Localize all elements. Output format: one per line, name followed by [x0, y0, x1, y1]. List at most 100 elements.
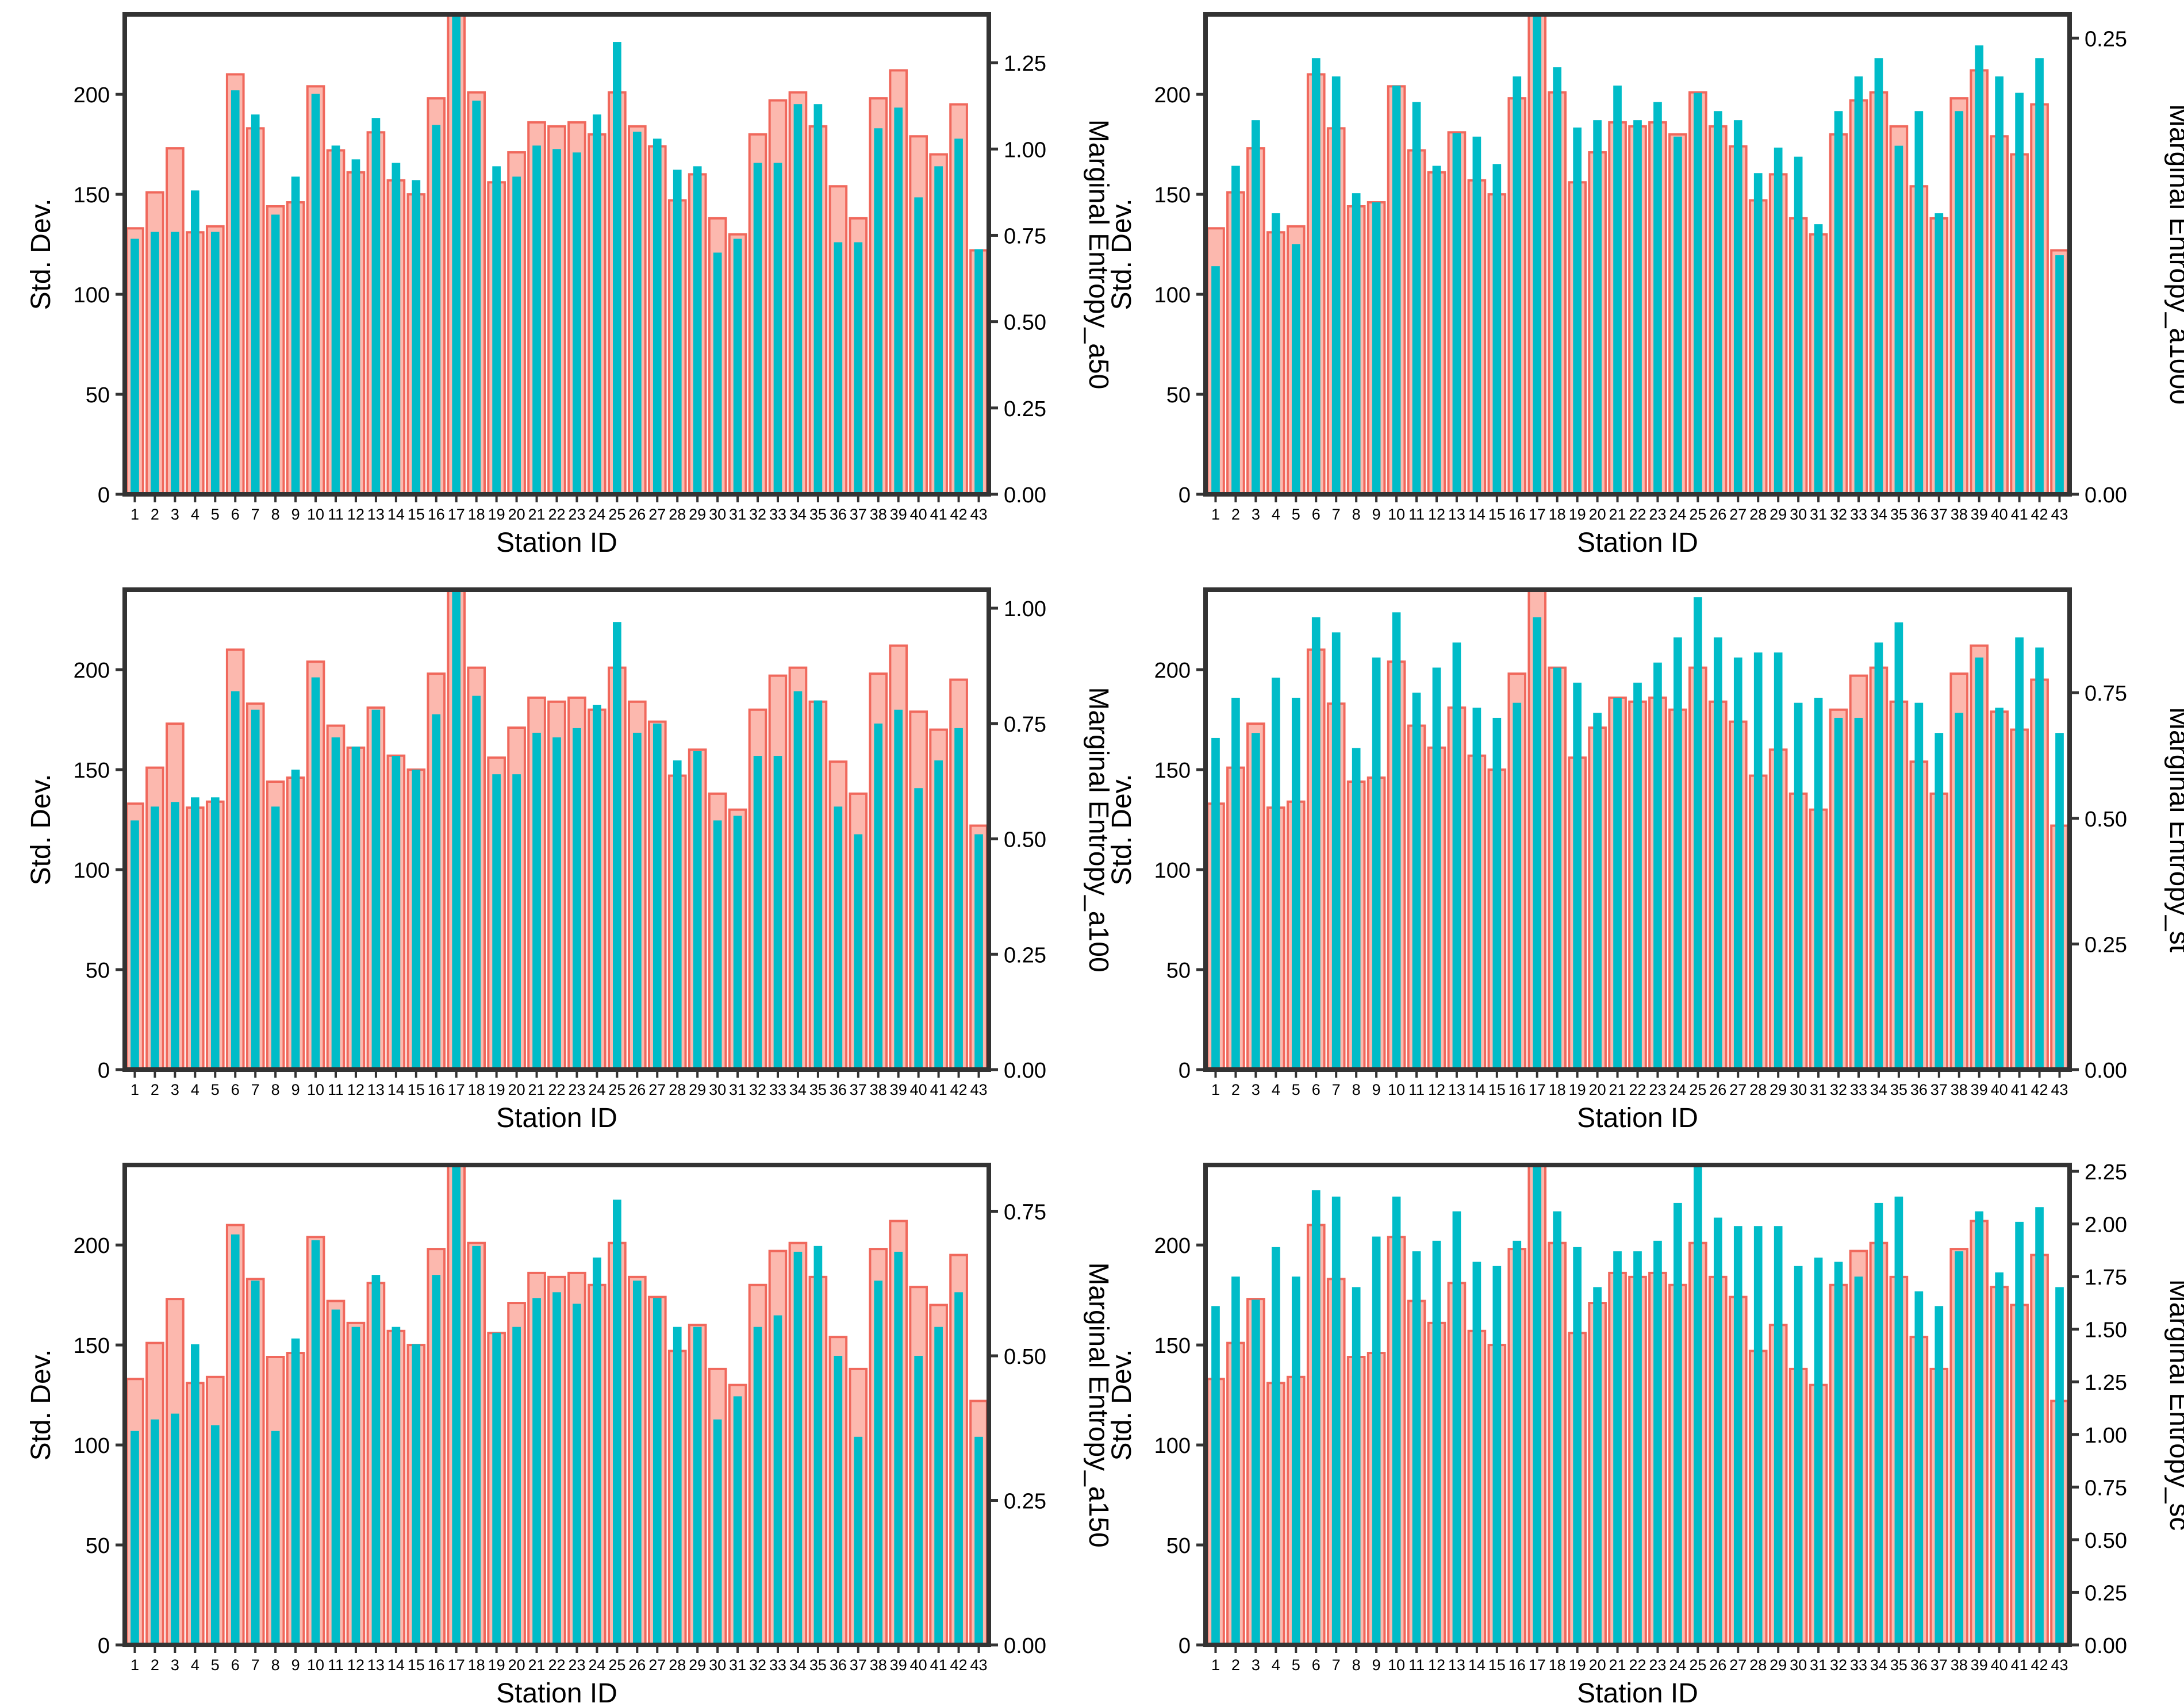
x-tick-label: 28 [1749, 1081, 1767, 1098]
entropy-bar [693, 751, 702, 1070]
x-axis-title: Station ID [1577, 1678, 1698, 1707]
entropy-bar [1995, 76, 2004, 494]
entropy-bar [552, 1292, 561, 1645]
x-tick-label: 13 [1448, 1656, 1465, 1674]
entropy-bar [673, 1327, 682, 1645]
x-tick-label: 16 [428, 1081, 445, 1098]
x-tick-label: 4 [191, 1656, 199, 1674]
entropy-bar [1613, 1251, 1622, 1645]
x-tick-label: 21 [1609, 506, 1626, 523]
entropy-bar [130, 1431, 139, 1645]
x-tick-label: 2 [151, 506, 159, 523]
y-tick-label: 50 [86, 1534, 110, 1558]
x-tick-label: 38 [870, 1656, 887, 1674]
entropy-bar [1352, 1287, 1361, 1645]
chart-panel-6: 0 50 100 150 200 0.00 0.25 0.50 0.75 1.00 1.25 1.50… [1107, 1160, 2184, 1707]
entropy-bar [1854, 76, 1863, 494]
x-tick-label: 19 [1569, 1656, 1586, 1674]
x-tick-label: 32 [1830, 506, 1847, 523]
entropy-bar [1914, 1291, 1924, 1645]
x-tick-label: 12 [347, 1081, 364, 1098]
y-tick-label: 150 [1154, 759, 1191, 783]
entropy-bar [171, 232, 179, 494]
entropy-bar [1874, 58, 1883, 494]
entropy-bar [934, 1327, 943, 1645]
x-tick-label: 6 [231, 1081, 240, 1098]
x-tick-label: 12 [347, 1656, 364, 1674]
x-tick-label: 19 [1569, 1081, 1586, 1098]
y-tick-label: 150 [1154, 183, 1191, 207]
x-tick-label: 11 [1408, 1656, 1425, 1674]
entropy-bar [311, 677, 320, 1070]
x-tick-label: 17 [448, 506, 465, 523]
x-tick-label: 18 [468, 506, 485, 523]
entropy-bar [1633, 120, 1642, 494]
entropy-bar [452, 590, 461, 1070]
y2-tick-label: 0.50 [2085, 808, 2127, 832]
entropy-bar [532, 145, 541, 494]
entropy-bar [1894, 622, 1903, 1070]
entropy-bar [291, 770, 300, 1070]
entropy-bar [1733, 120, 1742, 494]
y2-tick-label: 2.00 [2085, 1213, 2127, 1237]
y2-tick-label: 0.50 [1004, 828, 1046, 852]
x-tick-label: 4 [191, 506, 199, 523]
x-tick-label: 32 [1830, 1656, 1847, 1674]
x-tick-label: 9 [291, 1081, 300, 1098]
entropy-bar [190, 190, 199, 494]
x-tick-label: 29 [1770, 1656, 1787, 1674]
entropy-bar [1352, 193, 1361, 494]
x-tick-label: 20 [508, 1656, 525, 1674]
x-tick-label: 20 [508, 1081, 525, 1098]
x-tick-label: 13 [1448, 1081, 1465, 1098]
entropy-bar [1211, 266, 1220, 494]
x-tick-label: 42 [950, 1081, 968, 1098]
entropy-bar [412, 180, 421, 494]
entropy-bar [593, 1257, 601, 1645]
y-tick-label: 200 [74, 1234, 110, 1258]
entropy-bar [1412, 102, 1421, 494]
x-tick-label: 35 [1890, 506, 1907, 523]
entropy-bar [1252, 733, 1260, 1070]
x-tick-label: 17 [1529, 1081, 1546, 1098]
entropy-bar [1533, 1165, 1542, 1645]
x-tick-label: 19 [488, 506, 505, 523]
entropy-bar [1492, 717, 1502, 1070]
entropy-bar [452, 1165, 461, 1645]
x-tick-label: 41 [930, 1656, 947, 1674]
x-tick-label: 21 [528, 1081, 546, 1098]
x-tick-label: 18 [1549, 506, 1566, 523]
x-tick-label: 31 [729, 1656, 746, 1674]
entropy-bar [1673, 1202, 1682, 1645]
y2-axis-title: Marginal Entropy_a1000 [2164, 104, 2184, 405]
x-tick-label: 43 [2051, 506, 2068, 523]
entropy-bar [1593, 120, 1602, 494]
x-tick-label: 39 [1971, 1656, 1988, 1674]
x-tick-label: 22 [548, 1656, 565, 1674]
x-tick-label: 35 [809, 506, 827, 523]
entropy-bar [251, 709, 260, 1070]
x-tick-label: 11 [1408, 1081, 1425, 1098]
entropy-bar [151, 232, 159, 494]
x-tick-label: 40 [1991, 1656, 2008, 1674]
entropy-bar [1331, 632, 1341, 1070]
entropy-bar [1713, 637, 1722, 1070]
x-tick-label: 21 [1609, 1656, 1626, 1674]
entropy-bar [190, 797, 199, 1070]
entropy-bar [874, 128, 883, 494]
plot-area [1206, 14, 2069, 494]
y2-tick-label: 0.25 [2085, 1581, 2127, 1605]
y-tick-label: 200 [1154, 83, 1191, 107]
plot-area [125, 14, 988, 494]
x-tick-label: 8 [1352, 506, 1361, 523]
y2-tick-label: 0.75 [2085, 682, 2127, 706]
x-tick-label: 2 [1231, 1656, 1240, 1674]
x-tick-label: 26 [1709, 1656, 1726, 1674]
x-tick-label: 37 [1930, 506, 1948, 523]
x-tick-label: 40 [910, 506, 927, 523]
entropy-bar [974, 834, 983, 1070]
entropy-bar [834, 1355, 843, 1645]
entropy-bar [1854, 717, 1863, 1070]
y2-axis-title: Marginal Entropy_sc [2164, 1279, 2184, 1531]
